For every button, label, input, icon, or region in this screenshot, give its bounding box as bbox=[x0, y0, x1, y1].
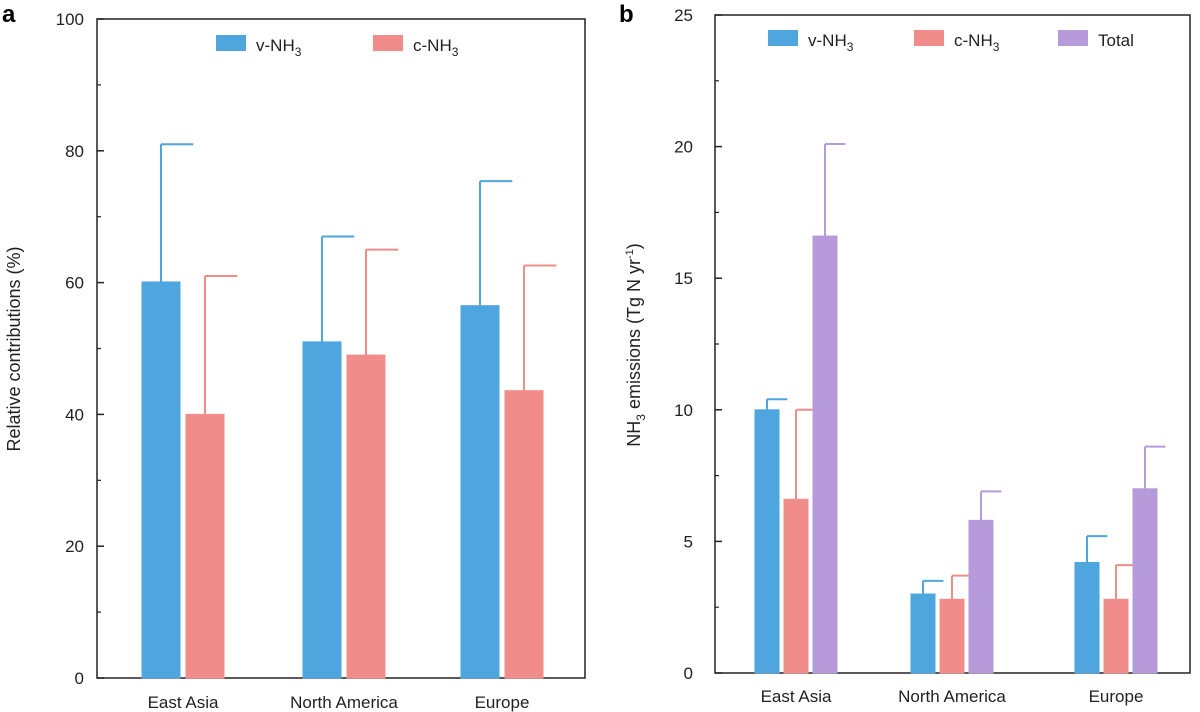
panel-a-label: a bbox=[2, 1, 16, 28]
panel-b-y-title-pre: NH bbox=[624, 421, 644, 447]
panel-b-frame bbox=[714, 14, 1191, 674]
bar bbox=[302, 341, 342, 679]
legend-label-sub: 3 bbox=[452, 45, 459, 59]
legend-label: Total bbox=[1098, 31, 1134, 50]
panel-a-y-ticks: 0 20 40 60 80 100 bbox=[56, 10, 104, 688]
x-tick-label: North America bbox=[898, 687, 1006, 706]
legend-label: c-NH3 bbox=[413, 36, 459, 59]
panel-b-bars bbox=[754, 142, 1166, 674]
legend-label-sub: 3 bbox=[295, 45, 302, 59]
panel-a: a 0 20 40 60 80 100 East Asia North America Eur… bbox=[2, 1, 586, 712]
x-tick-label: Europe bbox=[1089, 687, 1144, 706]
legend-label-text: Total bbox=[1098, 31, 1134, 50]
legend-label-text: c-NH bbox=[954, 31, 993, 50]
panel-b-y-title-sub: 3 bbox=[634, 414, 648, 421]
bar bbox=[460, 305, 500, 679]
legend-label: v-NH3 bbox=[808, 31, 854, 54]
y-tick-label: 0 bbox=[75, 669, 84, 688]
panel-b-axes bbox=[714, 14, 1191, 674]
legend-label-text: v-NH bbox=[808, 31, 847, 50]
panel-a-axes bbox=[96, 18, 586, 679]
panel-b-x-ticks: East Asia North America Europe bbox=[761, 687, 1144, 706]
panel-b-label: b bbox=[619, 1, 634, 28]
x-tick-label: East Asia bbox=[148, 693, 219, 712]
bar bbox=[939, 598, 965, 674]
bar bbox=[185, 413, 225, 679]
legend-swatch bbox=[373, 35, 403, 51]
y-tick-label: 25 bbox=[674, 6, 693, 25]
panel-a-frame bbox=[96, 18, 586, 679]
panel-a-x-ticks: East Asia North America Europe bbox=[148, 693, 530, 712]
panel-b-legend: v-NH3 c-NH3 Total bbox=[768, 30, 1134, 54]
panel-b-y-axis-title: NH3 emissions (Tg N yr-1) bbox=[624, 243, 648, 447]
y-tick-label: 60 bbox=[65, 274, 84, 293]
y-tick-label: 15 bbox=[674, 269, 693, 288]
bar bbox=[504, 390, 544, 679]
y-tick-label: 40 bbox=[65, 405, 84, 424]
legend-label-sub: 3 bbox=[993, 40, 1000, 54]
panel-b-y-ticks: 0 5 10 15 20 25 bbox=[674, 6, 722, 683]
legend-label: c-NH3 bbox=[954, 31, 1000, 54]
legend-label-text: c-NH bbox=[413, 36, 452, 55]
y-tick-label: 5 bbox=[684, 532, 693, 551]
panel-b-y-title-sup: -1 bbox=[624, 249, 636, 259]
legend-label: v-NH3 bbox=[256, 36, 302, 59]
bar bbox=[346, 354, 386, 679]
panel-b-y-title-mid: emissions (Tg N yr bbox=[624, 259, 644, 414]
legend-label-text: v-NH bbox=[256, 36, 295, 55]
y-tick-label: 10 bbox=[674, 401, 693, 420]
bar bbox=[812, 235, 838, 674]
bar bbox=[783, 498, 809, 674]
bar bbox=[910, 593, 936, 674]
x-tick-label: Europe bbox=[475, 693, 530, 712]
bar bbox=[1103, 598, 1129, 674]
y-tick-label: 100 bbox=[56, 10, 84, 29]
y-tick-label: 20 bbox=[65, 537, 84, 556]
panel-a-y-axis-title: Relative contributions (%) bbox=[4, 246, 24, 451]
bar bbox=[141, 281, 181, 679]
legend-swatch bbox=[216, 35, 246, 51]
panel-b: b 0 5 10 15 20 25 East Asia North America Europ… bbox=[619, 1, 1191, 706]
panel-a-legend: v-NH3 c-NH3 bbox=[216, 35, 459, 59]
bar bbox=[1132, 488, 1158, 674]
bar bbox=[1074, 561, 1100, 674]
panel-a-bars bbox=[141, 143, 557, 679]
legend-swatch bbox=[768, 30, 798, 46]
x-tick-label: East Asia bbox=[761, 687, 832, 706]
y-tick-label: 0 bbox=[684, 664, 693, 683]
y-tick-label: 80 bbox=[65, 142, 84, 161]
x-tick-label: North America bbox=[290, 693, 398, 712]
panel-b-y-title-post: ) bbox=[624, 243, 644, 249]
bar bbox=[754, 409, 780, 674]
legend-swatch bbox=[1058, 30, 1088, 46]
y-tick-label: 20 bbox=[674, 138, 693, 157]
legend-label-sub: 3 bbox=[847, 40, 854, 54]
bar bbox=[968, 519, 994, 674]
legend-swatch bbox=[914, 30, 944, 46]
